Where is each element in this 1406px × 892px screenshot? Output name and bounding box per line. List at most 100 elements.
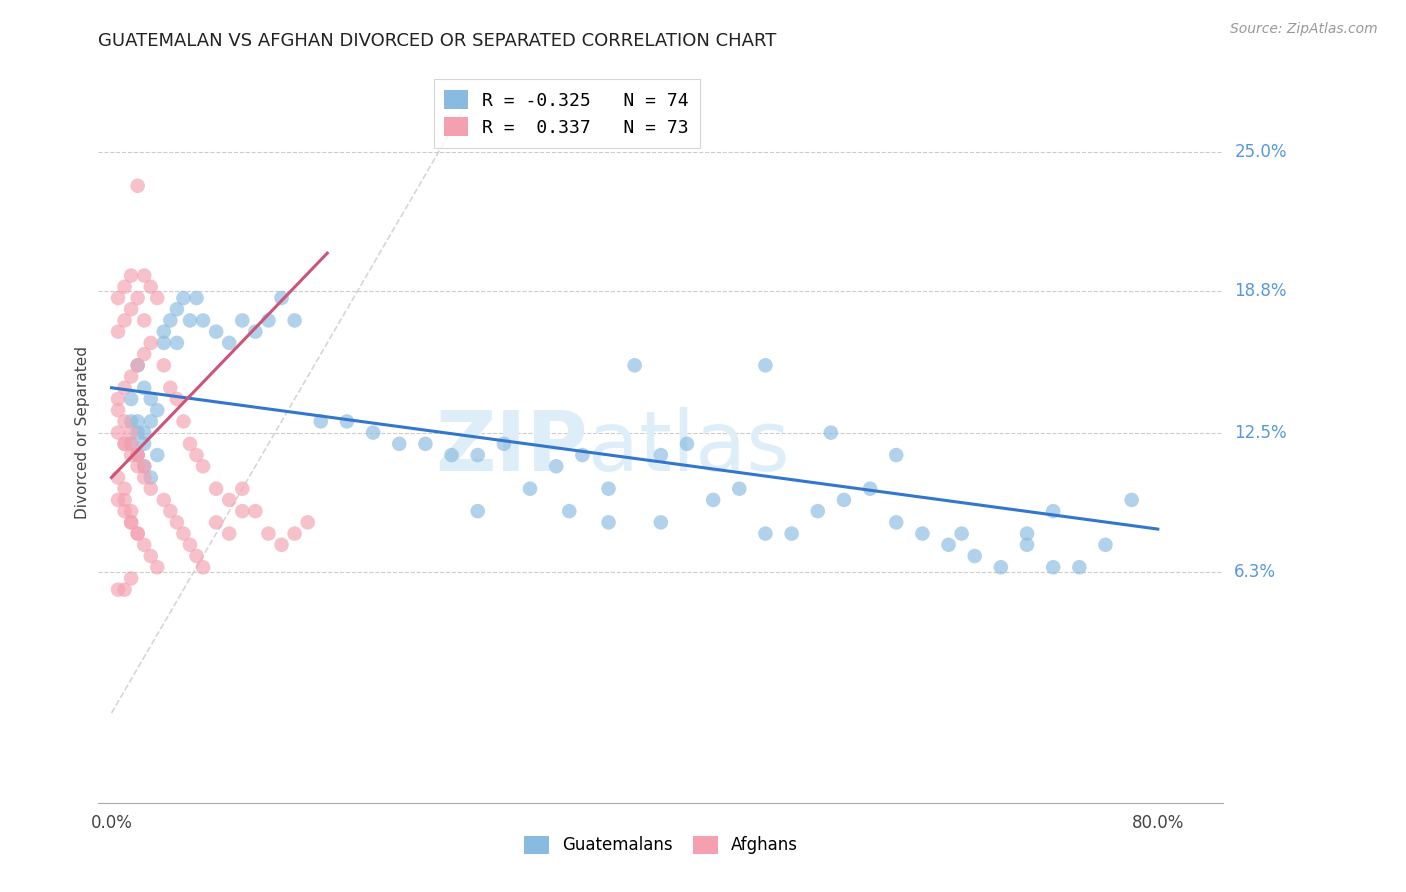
Text: GUATEMALAN VS AFGHAN DIVORCED OR SEPARATED CORRELATION CHART: GUATEMALAN VS AFGHAN DIVORCED OR SEPARAT… (98, 32, 776, 50)
Point (120, 437, 142, 451)
Point (114, 381, 136, 395)
Point (127, 459, 149, 474)
Point (114, 414, 136, 428)
Point (114, 313, 136, 327)
Point (938, 538, 960, 552)
Point (134, 347, 156, 361)
Point (114, 437, 136, 451)
Point (120, 516, 142, 530)
Point (114, 482, 136, 496)
Point (120, 448, 142, 462)
Point (139, 470, 162, 484)
Point (134, 470, 156, 484)
Text: 6.3%: 6.3% (1234, 563, 1277, 581)
Point (1121, 492, 1143, 507)
Point (336, 414, 359, 428)
Point (120, 302, 142, 317)
Point (139, 335, 162, 350)
Point (754, 359, 776, 373)
Point (911, 526, 934, 541)
Point (257, 313, 280, 327)
Point (139, 392, 162, 406)
Text: Source: ZipAtlas.com: Source: ZipAtlas.com (1230, 22, 1378, 37)
Point (120, 516, 142, 530)
Point (134, 268, 156, 283)
Point (179, 437, 201, 451)
Point (120, 437, 142, 451)
Point (191, 313, 214, 327)
Point (146, 291, 169, 305)
Point (139, 549, 162, 563)
Y-axis label: Divorced or Separated: Divorced or Separated (75, 346, 90, 519)
Point (172, 414, 194, 428)
Point (492, 437, 515, 451)
Point (107, 582, 129, 597)
Point (134, 538, 156, 552)
Point (191, 459, 214, 474)
Point (120, 268, 142, 283)
Point (127, 425, 149, 440)
Point (859, 482, 882, 496)
Point (297, 516, 319, 530)
Point (519, 482, 541, 496)
Point (120, 369, 142, 384)
Point (186, 549, 208, 563)
Point (107, 492, 129, 507)
Point (807, 504, 830, 518)
Point (127, 359, 149, 373)
Point (467, 504, 489, 518)
Point (120, 392, 142, 406)
Point (231, 482, 253, 496)
Point (114, 280, 136, 294)
Point (134, 425, 156, 440)
Point (415, 437, 437, 451)
Point (990, 560, 1012, 574)
Point (120, 414, 142, 428)
Legend: Guatemalans, Afghans: Guatemalans, Afghans (517, 829, 804, 861)
Point (361, 425, 384, 440)
Point (205, 516, 228, 530)
Point (153, 492, 176, 507)
Point (127, 291, 149, 305)
Point (114, 504, 136, 518)
Point (702, 492, 724, 507)
Point (1094, 538, 1116, 552)
Point (284, 526, 307, 541)
Text: 25.0%: 25.0% (1234, 144, 1286, 161)
Point (153, 335, 176, 350)
Point (139, 414, 162, 428)
Point (127, 526, 149, 541)
Point (166, 516, 188, 530)
Point (134, 459, 156, 474)
Point (179, 313, 201, 327)
Point (571, 448, 593, 462)
Point (218, 526, 240, 541)
Point (179, 538, 201, 552)
Point (884, 516, 907, 530)
Point (146, 560, 169, 574)
Point (186, 291, 208, 305)
Point (159, 381, 181, 395)
Point (120, 504, 142, 518)
Point (218, 335, 240, 350)
Point (127, 526, 149, 541)
Text: 18.8%: 18.8% (1234, 282, 1286, 301)
Point (231, 313, 253, 327)
Point (134, 313, 156, 327)
Point (205, 325, 228, 339)
Point (1042, 504, 1064, 518)
Point (166, 302, 188, 317)
Point (134, 437, 156, 451)
Point (191, 560, 214, 574)
Point (159, 313, 181, 327)
Point (134, 459, 156, 474)
Point (270, 291, 292, 305)
Text: atlas: atlas (588, 407, 789, 488)
Point (153, 325, 176, 339)
Point (884, 448, 907, 462)
Point (127, 178, 149, 193)
Point (114, 492, 136, 507)
Point (107, 403, 129, 417)
Point (127, 448, 149, 462)
Point (172, 526, 194, 541)
